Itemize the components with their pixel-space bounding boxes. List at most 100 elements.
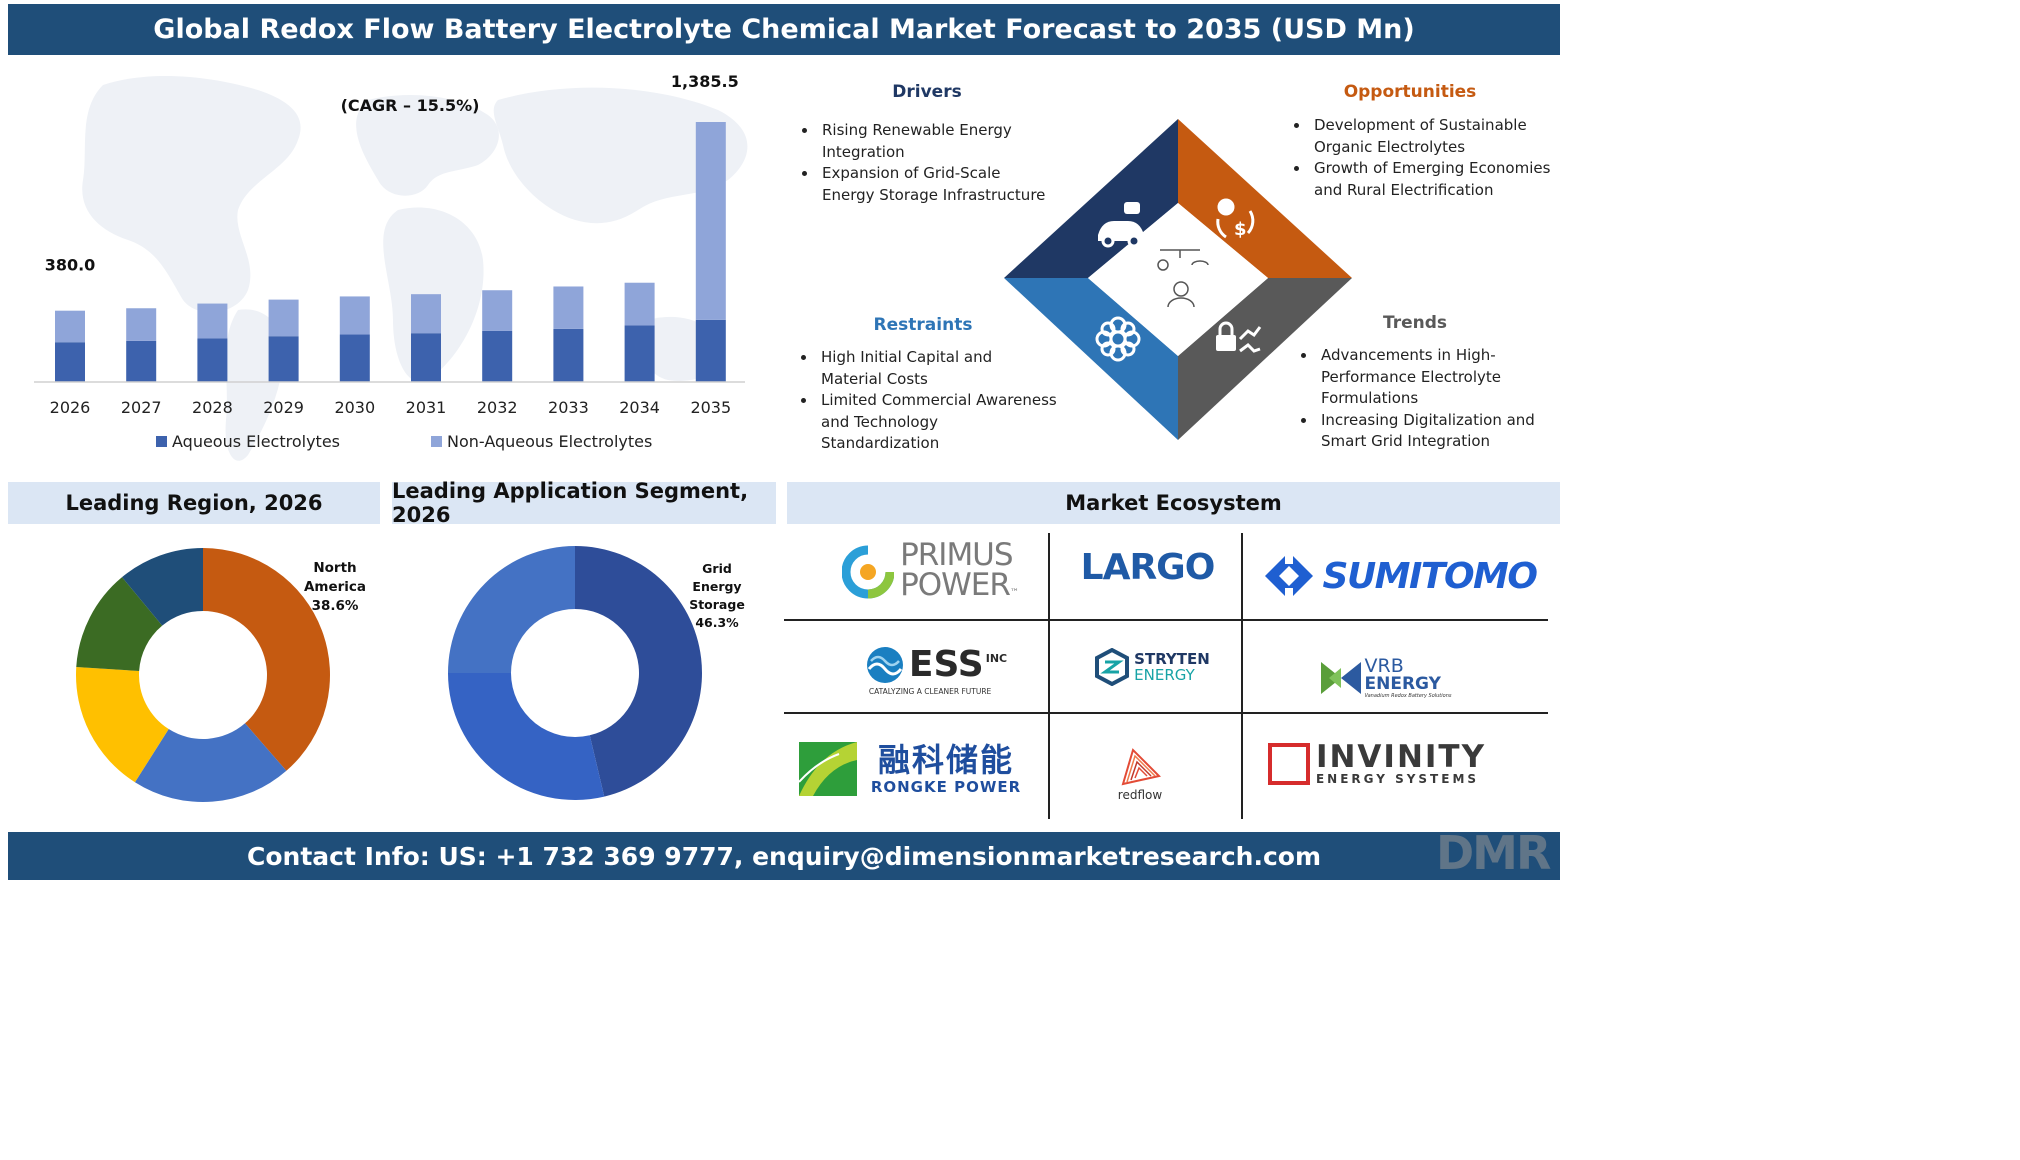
drivers-diamond-graphic: $ bbox=[1004, 119, 1352, 440]
x-tick-label: 2030 bbox=[334, 398, 375, 417]
vrb-tagline: Vanadium Redox Battery Solutions bbox=[1364, 693, 1452, 699]
x-tick-labels: 2026 2027 2028 2029 2030 2031 2032 2033 2034 2035 bbox=[50, 398, 732, 417]
bar-aqueous-2030 bbox=[339, 334, 370, 382]
stryten-line1: STRYTEN bbox=[1134, 650, 1210, 668]
opportunities-list: Development of Sustainable Organic Elect… bbox=[1288, 115, 1560, 201]
grid-divider bbox=[784, 619, 1548, 621]
region-donut-slices bbox=[76, 548, 330, 802]
donut-slice-0 bbox=[575, 546, 702, 797]
grid-divider bbox=[1241, 533, 1243, 819]
ess-wave-icon bbox=[866, 646, 903, 683]
bar-group bbox=[55, 122, 726, 382]
restraint-item: High Initial Capital and Material Costs bbox=[817, 347, 1057, 390]
legend-label-non-aqueous: Non-Aqueous Electrolytes bbox=[447, 432, 652, 451]
application-callout: Grid Energy Storage 46.3% bbox=[684, 560, 750, 632]
x-tick-label: 2035 bbox=[690, 398, 731, 417]
opportunities-title: Opportunities bbox=[1343, 82, 1477, 102]
ecosystem-section-header: Market Ecosystem bbox=[787, 482, 1560, 524]
grid-divider bbox=[1048, 533, 1050, 819]
bar-non-aqueous-2027 bbox=[126, 308, 157, 341]
bar-non-aqueous-2026 bbox=[55, 310, 85, 343]
donut-slice-1 bbox=[448, 673, 605, 800]
primus-power-logo: PRIMUS POWER™ bbox=[825, 538, 1035, 610]
application-callout-line1: Grid bbox=[702, 561, 732, 576]
region-callout: North America 38.6% bbox=[298, 559, 372, 616]
vrb-line2: ENERGY bbox=[1364, 674, 1441, 694]
x-tick-label: 2034 bbox=[619, 398, 660, 417]
vrb-energy-logo: VRB ENERGY Vanadium Redox Battery Soluti… bbox=[1310, 650, 1460, 706]
trends-list: Advancements in High-Performance Electro… bbox=[1295, 345, 1567, 453]
primus-line2-text: POWER bbox=[900, 567, 1011, 603]
x-tick-label: 2033 bbox=[548, 398, 589, 417]
opportunities-quadrant bbox=[1178, 119, 1352, 278]
rongke-cn-text: 融科储能 bbox=[877, 741, 1014, 779]
rongke-leaf-icon bbox=[798, 742, 857, 796]
application-callout-line2: Energy bbox=[692, 579, 742, 594]
page-title: Global Redox Flow Battery Electrolyte Ch… bbox=[8, 4, 1560, 55]
largo-logo: LARGO bbox=[1080, 547, 1216, 588]
donut-slice-1 bbox=[134, 723, 287, 802]
drivers-list: Rising Renewable Energy Integration Expa… bbox=[796, 120, 1048, 206]
region-section-header: Leading Region, 2026 bbox=[8, 482, 380, 524]
restraints-list: High Initial Capital and Material Costs … bbox=[795, 347, 1057, 455]
bar-aqueous-2033 bbox=[553, 328, 584, 382]
svg-text:$: $ bbox=[1234, 219, 1247, 240]
dmr-watermark-logo: DMR bbox=[1436, 826, 1551, 880]
application-callout-line3: Storage bbox=[689, 597, 745, 612]
bar-aqueous-2031 bbox=[411, 333, 441, 382]
bar-aqueous-2032 bbox=[482, 330, 513, 382]
application-donut-chart bbox=[448, 546, 702, 800]
trends-title: Trends bbox=[1382, 313, 1448, 333]
data-label-last: 1,385.5 bbox=[671, 72, 739, 91]
bar-non-aqueous-2029 bbox=[268, 299, 299, 337]
x-tick-label: 2026 bbox=[50, 398, 91, 417]
bar-non-aqueous-2035 bbox=[695, 122, 726, 320]
market-forecast-bar-chart: 2026 2027 2028 2029 2030 2031 2032 2033 2034 2035… bbox=[34, 72, 748, 461]
sumitomo-logo: SUMITOMO bbox=[1262, 545, 1538, 607]
rongke-power-logo: 融科储能 RONGKE POWER bbox=[790, 738, 1030, 800]
bar-aqueous-2034 bbox=[624, 325, 655, 382]
x-tick-label: 2027 bbox=[121, 398, 162, 417]
vrb-line1: VRB bbox=[1364, 655, 1404, 677]
donut-slice-0 bbox=[203, 548, 330, 771]
rongke-en-text: RONGKE POWER bbox=[870, 778, 1022, 796]
region-callout-value: 38.6% bbox=[311, 598, 359, 614]
lock-trend-icon bbox=[1216, 321, 1262, 353]
bar-aqueous-2026 bbox=[55, 342, 85, 382]
bar-non-aqueous-2034 bbox=[624, 282, 655, 326]
sumitomo-text: SUMITOMO bbox=[1322, 555, 1538, 597]
gear-flower-icon bbox=[1095, 316, 1141, 362]
trends-quadrant bbox=[1178, 278, 1352, 440]
opportunity-item: Development of Sustainable Organic Elect… bbox=[1310, 115, 1560, 158]
vrb-mark-icon bbox=[1320, 662, 1361, 694]
primus-line1: PRIMUS bbox=[900, 537, 1013, 573]
sumitomo-mark-icon bbox=[1264, 550, 1313, 602]
invinity-logo: INVINITY ENERGY SYSTEMS bbox=[1262, 738, 1492, 790]
invinity-line2: ENERGY SYSTEMS bbox=[1315, 772, 1480, 786]
bar-aqueous-2029 bbox=[268, 336, 299, 382]
driver-item: Expansion of Grid-Scale Energy Storage I… bbox=[818, 163, 1048, 206]
stryten-hex-icon bbox=[1095, 648, 1130, 686]
ess-tagline: CATALYZING A CLEANER FUTURE bbox=[868, 687, 992, 696]
x-tick-label: 2032 bbox=[477, 398, 518, 417]
world-map-background bbox=[82, 75, 748, 461]
legend-swatch-non-aqueous bbox=[431, 436, 442, 447]
x-tick-label: 2031 bbox=[406, 398, 447, 417]
ess-logo: ESS INC CATALYZING A CLEANER FUTURE bbox=[835, 640, 1035, 700]
bar-aqueous-2035 bbox=[695, 319, 726, 382]
redflow-logo: redflow bbox=[1100, 740, 1180, 808]
primus-line2: POWER™ bbox=[900, 567, 1019, 608]
bar-non-aqueous-2033 bbox=[553, 286, 584, 329]
person-lamp-icon bbox=[1157, 249, 1209, 308]
ess-text: ESS bbox=[908, 644, 984, 685]
legend-swatch-aqueous bbox=[156, 436, 167, 447]
primus-mark-icon bbox=[842, 545, 895, 599]
stryten-line2: ENERGY bbox=[1134, 666, 1195, 684]
grid-divider bbox=[784, 712, 1548, 714]
x-tick-label: 2029 bbox=[263, 398, 304, 417]
application-section-header: Leading Application Segment, 2026 bbox=[392, 479, 776, 527]
region-callout-line1: North bbox=[313, 560, 357, 576]
bar-non-aqueous-2030 bbox=[339, 296, 370, 335]
redflow-wave-icon bbox=[1121, 748, 1161, 786]
bar-non-aqueous-2031 bbox=[411, 294, 441, 334]
